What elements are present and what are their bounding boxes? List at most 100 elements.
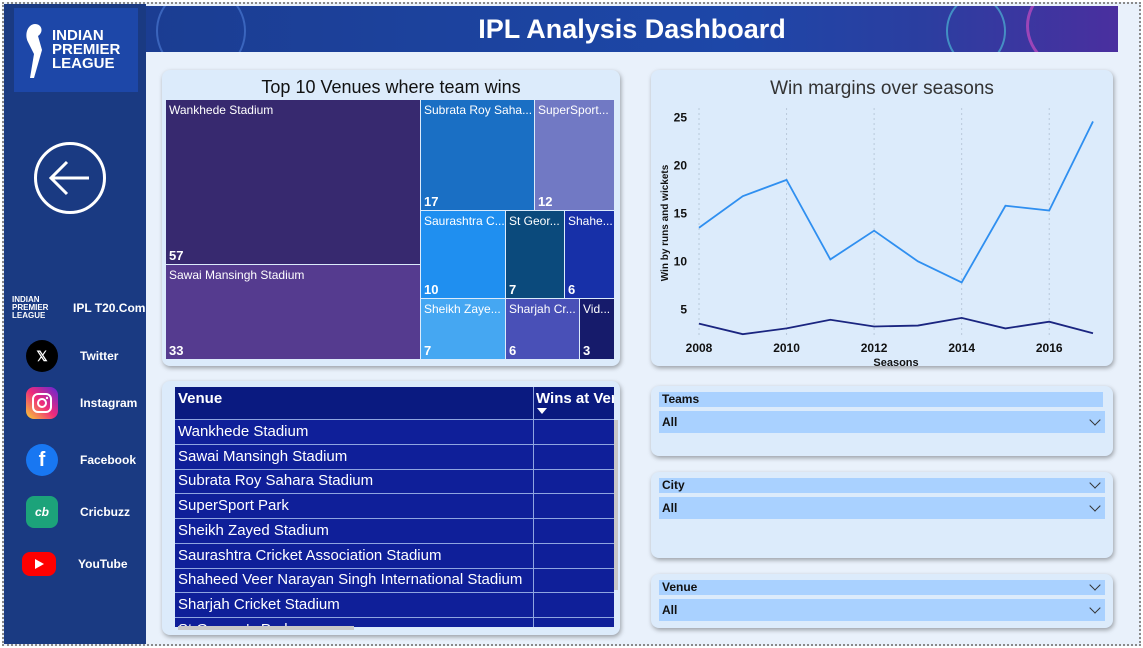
venue-cell: St George's Park: [178, 621, 292, 627]
table-row[interactable]: Wankhede Stadium: [175, 420, 614, 445]
city-dropdown[interactable]: All: [659, 497, 1105, 519]
treemap-tile[interactable]: Subrata Roy Saha... 17: [421, 100, 535, 211]
logo-text: INDIAN PREMIER LEAGUE: [52, 27, 120, 72]
teams-selected-value: All: [662, 415, 678, 429]
tile-label: St Geor...: [509, 214, 560, 228]
table-row[interactable]: Subrata Roy Sahara Stadium: [175, 469, 614, 495]
back-button[interactable]: [34, 142, 106, 214]
table-row[interactable]: St George's Park: [175, 618, 614, 627]
treemap-tile[interactable]: SuperSport... 12: [535, 100, 615, 211]
header-wins[interactable]: Wins at Ver: [536, 390, 614, 407]
y-tick-label: 5: [680, 302, 687, 316]
x-logo-icon: 𝕏: [26, 340, 58, 372]
link-label: Facebook: [80, 453, 137, 467]
treemap-tile[interactable]: Sheikh Zaye... 7: [421, 299, 506, 360]
x-tick-label: 2010: [773, 341, 800, 355]
venue-table[interactable]: Venue Wins at Ver Wankhede Stadium Sawai …: [175, 387, 614, 627]
x-tick-label: 2008: [686, 341, 713, 355]
header-venue[interactable]: Venue: [178, 390, 223, 407]
table-row[interactable]: Saurashtra Cricket Association Stadium: [175, 544, 614, 569]
link-facebook[interactable]: f Facebook: [4, 442, 146, 478]
treemap-card: Top 10 Venues where team wins Wankhede S…: [162, 70, 620, 366]
tile-label: SuperSport...: [538, 103, 609, 117]
tile-label: Saurashtra C...: [424, 214, 505, 228]
tile-value: 10: [424, 282, 439, 297]
tile-value: 6: [509, 343, 517, 358]
cricbuzz-icon: cb: [26, 496, 58, 528]
table-row[interactable]: Sheikh Zayed Stadium: [175, 519, 614, 544]
tile-value: 33: [169, 343, 184, 358]
venue-cell: SuperSport Park: [178, 497, 289, 515]
ipl-logo-icon: INDIAN PREMIER LEAGUE: [12, 295, 49, 320]
table-vscrollbar[interactable]: [614, 420, 618, 590]
table-header: Venue Wins at Ver: [175, 387, 614, 420]
arrow-left-icon: [48, 160, 89, 196]
link-instagram[interactable]: Instagram: [4, 385, 146, 421]
treemap-tile[interactable]: Vid... 3: [580, 299, 615, 360]
venue-cell: Sheikh Zayed Stadium: [178, 521, 329, 539]
treemap-tile[interactable]: Sharjah Cr... 6: [506, 299, 580, 360]
logo-line-3: LEAGUE: [52, 55, 115, 72]
y-tick-label: 25: [674, 111, 688, 125]
link-label: YouTube: [78, 557, 128, 571]
venue-cell: Shaheed Veer Narayan Singh International…: [178, 571, 523, 589]
tile-label: Sawai Mansingh Stadium: [169, 268, 305, 282]
table-row[interactable]: Shaheed Veer Narayan Singh International…: [175, 568, 614, 594]
y-axis-title: Win by runs and wickets: [660, 164, 671, 281]
venue-label-text: Venue: [662, 580, 698, 594]
page-title: IPL Analysis Dashboard: [478, 13, 786, 44]
line-chart-card: Win margins over seasons 2008 2010 2012 201…: [651, 70, 1113, 366]
tile-label: Shahe...: [568, 214, 613, 228]
link-label: Cricbuzz: [80, 505, 131, 519]
treemap-tile[interactable]: Shahe... 6: [565, 211, 615, 299]
treemap-tile[interactable]: Saurashtra C... 10: [421, 211, 506, 299]
venue-cell: Wankhede Stadium: [178, 423, 309, 440]
y-tick-label: 15: [674, 206, 688, 220]
table-hscrollbar[interactable]: [178, 626, 354, 630]
venue-cell: Subrata Roy Sahara Stadium: [178, 472, 374, 490]
chevron-down-icon[interactable]: [1089, 477, 1101, 489]
treemap-tile[interactable]: Sawai Mansingh Stadium 33: [166, 265, 421, 360]
link-youtube[interactable]: YouTube: [4, 546, 146, 582]
link-label: IPL T20.Com: [73, 301, 146, 315]
chevron-down-icon: [1089, 602, 1101, 614]
venue-dropdown[interactable]: All: [659, 599, 1105, 621]
city-label-text: City: [662, 478, 685, 492]
tile-value: 57: [169, 248, 184, 263]
venue-selected-value: All: [662, 603, 678, 617]
y-tick-label: 10: [674, 254, 688, 268]
treemap-chart: Wankhede Stadium 57 Sawai Mansingh Stadium…: [166, 100, 616, 361]
link-ipl-t20[interactable]: INDIAN PREMIER LEAGUE IPL T20.Com: [4, 290, 146, 326]
tile-value: 17: [424, 194, 439, 209]
treemap-tile[interactable]: St Geor... 7: [506, 211, 565, 299]
link-cricbuzz[interactable]: cb Cricbuzz: [4, 494, 146, 530]
table-row[interactable]: SuperSport Park: [175, 494, 614, 520]
x-tick-label: 2016: [1036, 341, 1063, 355]
youtube-icon: [22, 552, 56, 576]
facebook-icon: f: [26, 444, 58, 476]
line-chart-title: Win margins over seasons: [770, 78, 994, 99]
link-label: Twitter: [80, 349, 119, 363]
chevron-down-icon[interactable]: [1089, 579, 1101, 591]
treemap-tile[interactable]: Wankhede Stadium 57: [166, 100, 421, 265]
header-banner: IPL Analysis Dashboard: [146, 6, 1118, 52]
tile-value: 12: [538, 194, 553, 209]
sidebar: INDIAN PREMIER LEAGUE INDIAN PREMIER LEAGU…: [4, 4, 146, 644]
table-row[interactable]: Sharjah Cricket Stadium: [175, 593, 614, 618]
tile-label: Sharjah Cr...: [509, 302, 576, 316]
ipl-logo: INDIAN PREMIER LEAGUE: [14, 8, 138, 92]
logo-line-1: INDIAN: [52, 27, 104, 44]
line-chart-svg: 2008 2010 2012 2014 2016 5 10 15 20 25 Seasons Win …: [660, 108, 1094, 366]
x-axis-title: Seasons: [873, 357, 918, 366]
venue-cell: Sawai Mansingh Stadium: [178, 447, 348, 465]
tile-label: Subrata Roy Saha...: [424, 103, 533, 117]
table-row[interactable]: Sawai Mansingh Stadium: [175, 445, 614, 470]
teams-dropdown[interactable]: All: [659, 411, 1105, 433]
venue-slicer-label: Venue: [659, 579, 1105, 595]
tile-value: 3: [583, 343, 591, 358]
tile-value: 7: [424, 343, 432, 358]
series-line-2: [698, 316, 1094, 336]
link-twitter[interactable]: 𝕏 Twitter: [4, 338, 146, 374]
tile-value: 7: [509, 282, 517, 297]
chevron-down-icon: [1089, 500, 1101, 512]
